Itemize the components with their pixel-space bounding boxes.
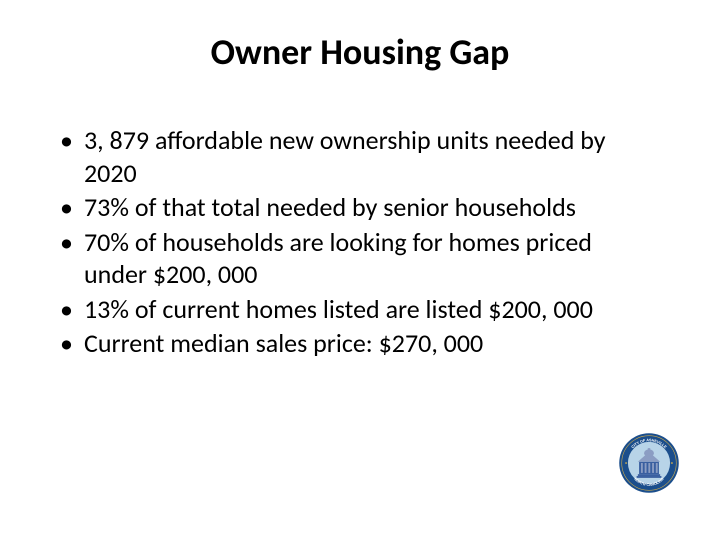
list-item: 73% of that total needed by senior house… — [60, 191, 660, 224]
list-item: 13% of current homes listed are listed $… — [60, 293, 660, 326]
list-item: Current median sales price: $270, 000 — [60, 327, 660, 360]
list-item: 3, 879 affordable new ownership units ne… — [60, 124, 660, 189]
slide-title: Owner Housing Gap — [0, 0, 720, 84]
bullet-list: 3, 879 affordable new ownership units ne… — [60, 124, 660, 360]
city-seal-icon: CITY OF ASHEVILLE NORTH CAROLINA — [618, 432, 680, 494]
list-item: 70% of households are looking for homes … — [60, 226, 660, 291]
slide-content: 3, 879 affordable new ownership units ne… — [0, 84, 720, 360]
